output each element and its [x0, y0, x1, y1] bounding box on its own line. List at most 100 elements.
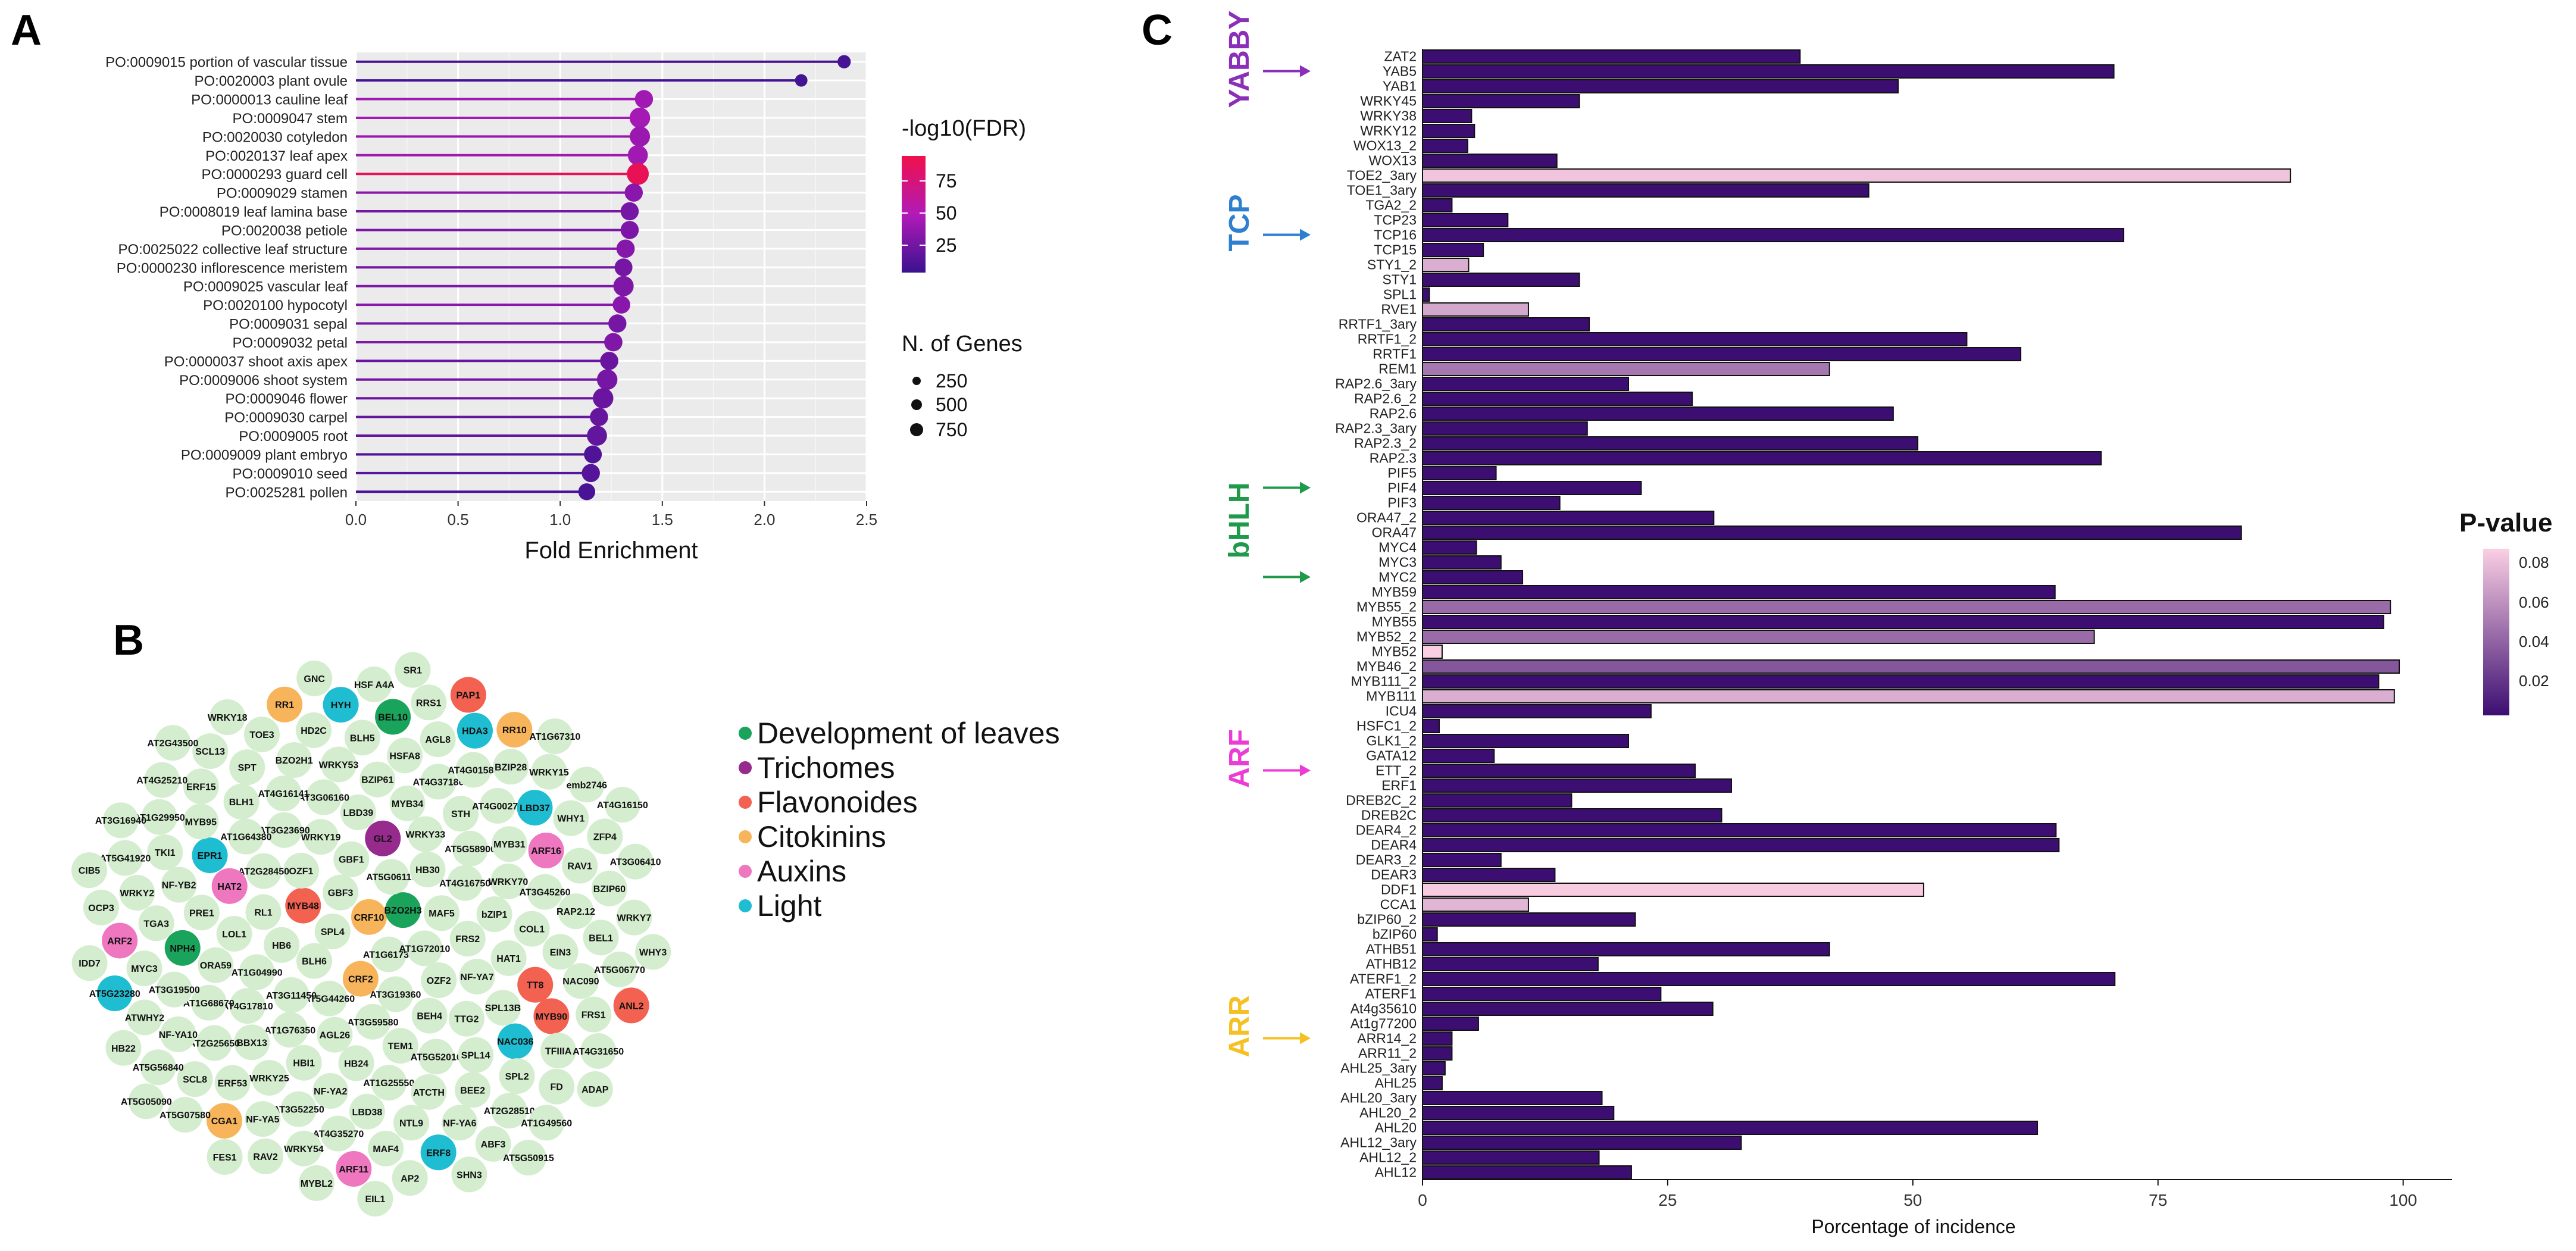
bar: [1422, 838, 2060, 852]
network-node: [102, 802, 139, 839]
y-tick-label: GATA12: [1366, 748, 1417, 764]
y-tick-label: PO:0000293 guard cell: [201, 167, 348, 183]
bar: [1422, 912, 1636, 927]
network-node: [147, 834, 183, 871]
network-node: [245, 1101, 281, 1137]
y-tick-label: DEAR4_2: [1356, 822, 1417, 838]
network-node-label: AT1G61730: [363, 950, 414, 961]
network-node: [443, 796, 479, 832]
network-node-highlighted: [323, 687, 359, 723]
network-node: [333, 841, 370, 877]
network-node-label: AT1G49560: [521, 1118, 572, 1128]
network-node-label: MYB95: [185, 817, 217, 827]
bar: [1422, 674, 2380, 689]
size-legend-dot: [910, 423, 923, 436]
network-node-label: HSFA8: [389, 751, 420, 761]
lollipop-dot: [604, 333, 623, 352]
network-node: [409, 851, 446, 887]
x-tick-label: 25: [1658, 1191, 1677, 1209]
network-node-label: IDD7: [79, 959, 101, 969]
y-tick-label: ARR11_2: [1358, 1046, 1417, 1061]
gene-family-label: ARR: [1224, 996, 1255, 1058]
network-node-highlighted: [336, 1150, 372, 1187]
network-node-label: NF-YA5: [246, 1115, 279, 1125]
network-node: [411, 1074, 447, 1110]
size-legend-label: 750: [936, 419, 967, 440]
bar: [1422, 213, 1509, 227]
network-node-label: LOL1: [222, 930, 246, 940]
network-node-label: AT4G16150: [597, 800, 648, 811]
network-node: [141, 799, 177, 835]
network-node: [266, 812, 302, 848]
network-node-label: GL2: [374, 834, 392, 845]
network-node: [371, 1065, 407, 1101]
x-axis-label: Fold Enrichment: [524, 537, 698, 564]
network-legend-swatch: [739, 830, 752, 843]
network-node: [312, 1072, 349, 1109]
bar: [1422, 1046, 1453, 1061]
x-tick-label: 0: [1418, 1191, 1427, 1209]
bar: [1422, 1061, 1446, 1075]
size-legend-title: N. of Genes: [902, 331, 1023, 356]
lollipop-dot: [630, 126, 651, 147]
y-tick-label: AHL12: [1375, 1165, 1417, 1180]
group-arrow-head: [1300, 1032, 1311, 1044]
network-node: [198, 947, 234, 983]
network-node-label: AGL8: [425, 735, 451, 745]
lollipop-dot: [620, 221, 639, 239]
network-node-label: AT3G16940: [95, 816, 146, 826]
y-tick-label: AHL20_2: [1359, 1105, 1417, 1121]
y-tick-label: TCP15: [1374, 242, 1417, 258]
network-node-label: EPR1: [198, 851, 223, 861]
network-node: [491, 1093, 527, 1129]
network-node: [558, 893, 594, 930]
network-node-label: AT5G23280: [89, 989, 140, 999]
network-node: [338, 1045, 374, 1081]
network-node: [449, 921, 486, 957]
network-node-label: AT4G00270: [472, 802, 523, 812]
y-tick-label: bZIP60_2: [1357, 912, 1417, 927]
network-node-label: MYC3: [131, 964, 158, 974]
network-node: [562, 847, 598, 884]
y-tick-label: PO:0009010 seed: [233, 466, 348, 482]
network-node-label: FES1: [213, 1153, 237, 1163]
network-node: [320, 1115, 357, 1152]
network-node-label: BZO2H3: [384, 906, 421, 916]
network-node: [527, 874, 563, 910]
network-node-label: AT1G29950: [134, 813, 185, 823]
network-node-label: SCL8: [183, 1075, 207, 1085]
network-node-label: EIN3: [550, 947, 571, 958]
network-node-label: WRKY7: [617, 914, 652, 924]
lollipop-dot: [596, 369, 618, 390]
bar: [1422, 719, 1440, 733]
lollipop-dot: [582, 464, 600, 483]
y-tick-label: MYC4: [1378, 540, 1417, 555]
network-node-label: MAF5: [429, 909, 455, 919]
network-node-label: AT2G28450: [238, 867, 289, 877]
network-node-label: CRF2: [348, 975, 373, 985]
group-arrow-head: [1300, 764, 1311, 777]
bar: [1422, 198, 1453, 212]
network-node-label: SPL4: [321, 927, 345, 937]
bar: [1422, 1136, 1742, 1150]
network-node: [210, 699, 246, 736]
network-node-label: AT3G11450: [266, 991, 317, 1001]
network-node: [183, 768, 219, 805]
network-node-label: SHN3: [457, 1170, 482, 1180]
network-node-label: NTL9: [399, 1118, 423, 1128]
y-tick-label: TOE2_3ary: [1347, 168, 1417, 183]
network-node: [107, 840, 143, 876]
network-node-label: WRKY25: [249, 1074, 289, 1084]
y-tick-label: PIF4: [1387, 480, 1417, 496]
network-node-label: AT5G06110: [366, 872, 417, 883]
y-tick-label: PO:0025281 pollen: [226, 484, 348, 501]
network-node-label: COL1: [519, 925, 545, 935]
bar: [1422, 392, 1693, 406]
network-node-label: AT4G35270: [312, 1130, 364, 1140]
y-tick-label: RAP2.6_2: [1354, 391, 1417, 406]
network-node: [587, 818, 623, 855]
network-node-label: SPT: [238, 763, 257, 773]
network-node: [359, 761, 396, 797]
bar: [1422, 526, 2242, 540]
network-node-label: ARF11: [339, 1165, 368, 1175]
